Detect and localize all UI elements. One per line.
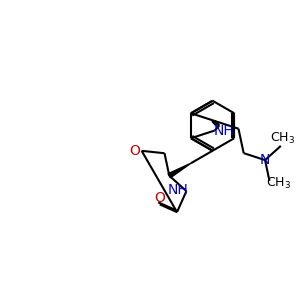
Polygon shape (168, 163, 191, 178)
Text: CH$_3$: CH$_3$ (266, 176, 291, 191)
Text: NH: NH (168, 183, 188, 196)
Text: O: O (154, 191, 165, 205)
Text: N: N (260, 153, 270, 167)
Text: O: O (130, 144, 141, 158)
Text: NH: NH (214, 124, 235, 137)
Text: CH$_3$: CH$_3$ (270, 131, 295, 146)
